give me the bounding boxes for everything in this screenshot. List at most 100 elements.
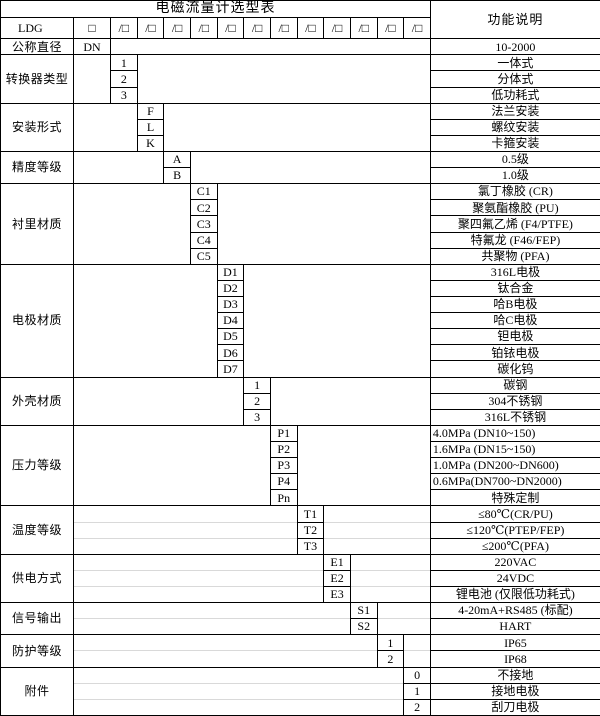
option-description-cell: 0.5级 [429, 151, 600, 169]
empty-filler-cell [73, 569, 324, 587]
option-description-cell: 4.0MPa (DN10~150) [429, 424, 600, 442]
empty-filler-cell [297, 424, 431, 442]
option-code-cell: DN [73, 38, 111, 56]
empty-filler-cell [323, 537, 431, 555]
empty-filler-cell [137, 71, 430, 87]
empty-filler-cell [73, 263, 218, 281]
option-code-cell: D5 [216, 328, 245, 346]
option-description-cell: IP68 [429, 650, 600, 668]
empty-filler-cell [244, 345, 431, 361]
empty-filler-cell [323, 505, 431, 523]
option-description-cell: 分体式 [429, 70, 600, 88]
empty-filler-cell [297, 474, 430, 490]
empty-filler-cell [73, 650, 378, 668]
empty-filler-cell [403, 650, 431, 668]
table-row: 3 316L不锈钢 [1, 408, 600, 426]
table-row: D2 钛合金 [1, 279, 600, 298]
empty-filler-cell [74, 135, 138, 151]
option-description-cell: 刮刀电极 [429, 698, 600, 716]
option-code-cell: 1 [376, 634, 405, 652]
empty-filler-cell [74, 119, 138, 135]
empty-filler-cell [270, 376, 431, 394]
empty-filler-cell [164, 135, 431, 151]
option-description-cell: 1.0MPa (DN200~DN600) [429, 457, 600, 475]
empty-filler-cell [244, 313, 431, 329]
table-row: P3 1.0MPa (DN200~DN600) [1, 457, 600, 475]
empty-filler-cell [73, 505, 298, 523]
option-code-cell: F [136, 102, 165, 120]
option-description-cell: 24VDC [429, 569, 600, 587]
model-code-box: /□ [269, 17, 298, 40]
table-row: E2 24VDC [1, 569, 600, 587]
option-description-cell: 哈C电极 [429, 312, 600, 330]
table-row: 防护等级 1 IP65 [0, 634, 600, 668]
empty-filler-cell [217, 183, 431, 200]
empty-filler-cell [74, 280, 218, 296]
option-code-cell: D4 [216, 312, 245, 330]
empty-filler-cell [297, 441, 430, 457]
model-code-box: /□ [243, 17, 271, 40]
option-code-cell: D3 [216, 295, 245, 314]
table-row: K 卡箍安装 [1, 134, 600, 153]
empty-filler-cell [74, 313, 218, 329]
table-row: L 螺纹安装 [1, 118, 600, 136]
empty-filler-cell [270, 409, 430, 425]
option-code-cell: A [163, 151, 191, 169]
category-label: 附件 [0, 666, 74, 716]
empty-filler-cell [244, 329, 431, 345]
empty-filler-cell [244, 280, 431, 296]
empty-filler-cell [74, 361, 218, 377]
empty-filler-cell [73, 521, 298, 539]
empty-filler-cell [73, 698, 404, 716]
option-description-cell: 共聚物 (PFA) [429, 247, 600, 265]
empty-filler-cell [74, 329, 218, 345]
table-row: 1 接地电极 [1, 682, 600, 700]
option-code-cell: D1 [216, 263, 245, 281]
option-code-cell: 0 [403, 666, 431, 684]
empty-filler-cell [377, 602, 431, 619]
option-code-cell: 1 [243, 376, 271, 394]
empty-filler-cell [73, 54, 111, 71]
option-code-cell: 3 [243, 408, 271, 426]
option-code-cell: D2 [216, 279, 245, 298]
table-row: 转换器类型 1 一体式 [0, 54, 600, 104]
table-row: 衬里材质 C1 氯丁橡胶 (CR) [0, 183, 600, 265]
option-code-cell: 1 [403, 682, 431, 700]
empty-filler-cell [73, 682, 404, 700]
option-code-cell: C3 [189, 215, 218, 233]
option-description-cell: 卡箍安装 [429, 134, 600, 153]
option-code-cell: C2 [189, 199, 218, 217]
table-row: D4 哈C电极 [1, 312, 600, 330]
category-label: 安装形式 [0, 102, 74, 153]
category-label: 温度等级 [0, 505, 74, 555]
empty-filler-cell [74, 458, 271, 474]
model-code-box: /□ [189, 17, 218, 40]
option-code-cell: 2 [243, 392, 271, 410]
empty-filler-cell [403, 634, 431, 651]
empty-filler-cell [297, 458, 430, 474]
empty-filler-cell [74, 441, 271, 457]
empty-filler-cell [244, 361, 431, 377]
empty-filler-cell [73, 183, 191, 200]
table-row: P2 1.6MPa (DN15~150) [1, 440, 600, 459]
empty-filler-cell [74, 87, 111, 103]
function-column-header: 功能说明 [429, 0, 600, 40]
option-description-cell: 316L电极 [429, 263, 600, 281]
option-description-cell: 接地电极 [429, 682, 600, 700]
table-row: 压力等级 P1 4.0MPa (DN10~150) [0, 424, 600, 507]
option-code-cell: E3 [323, 585, 351, 604]
option-code-cell: P1 [269, 424, 298, 442]
option-code-cell: 2 [376, 650, 405, 668]
table-row: S2 HART [1, 618, 600, 636]
option-code-cell: D7 [216, 360, 245, 378]
table-row: D3 哈B电极 [1, 295, 600, 314]
empty-filler-cell [74, 474, 271, 490]
option-description-cell: 哈B电极 [429, 295, 600, 314]
empty-filler-cell [270, 393, 430, 409]
table-row: 安装形式 F 法兰安装 [0, 102, 600, 153]
option-description-cell: 4-20mA+RS485 (标配) [429, 602, 600, 620]
table-row: C4 特氟龙 (F46/FEP) [1, 231, 600, 249]
model-code-box: /□ [349, 17, 378, 40]
option-description-cell: 碳钢 [429, 376, 600, 394]
option-code-cell: B [163, 167, 191, 185]
